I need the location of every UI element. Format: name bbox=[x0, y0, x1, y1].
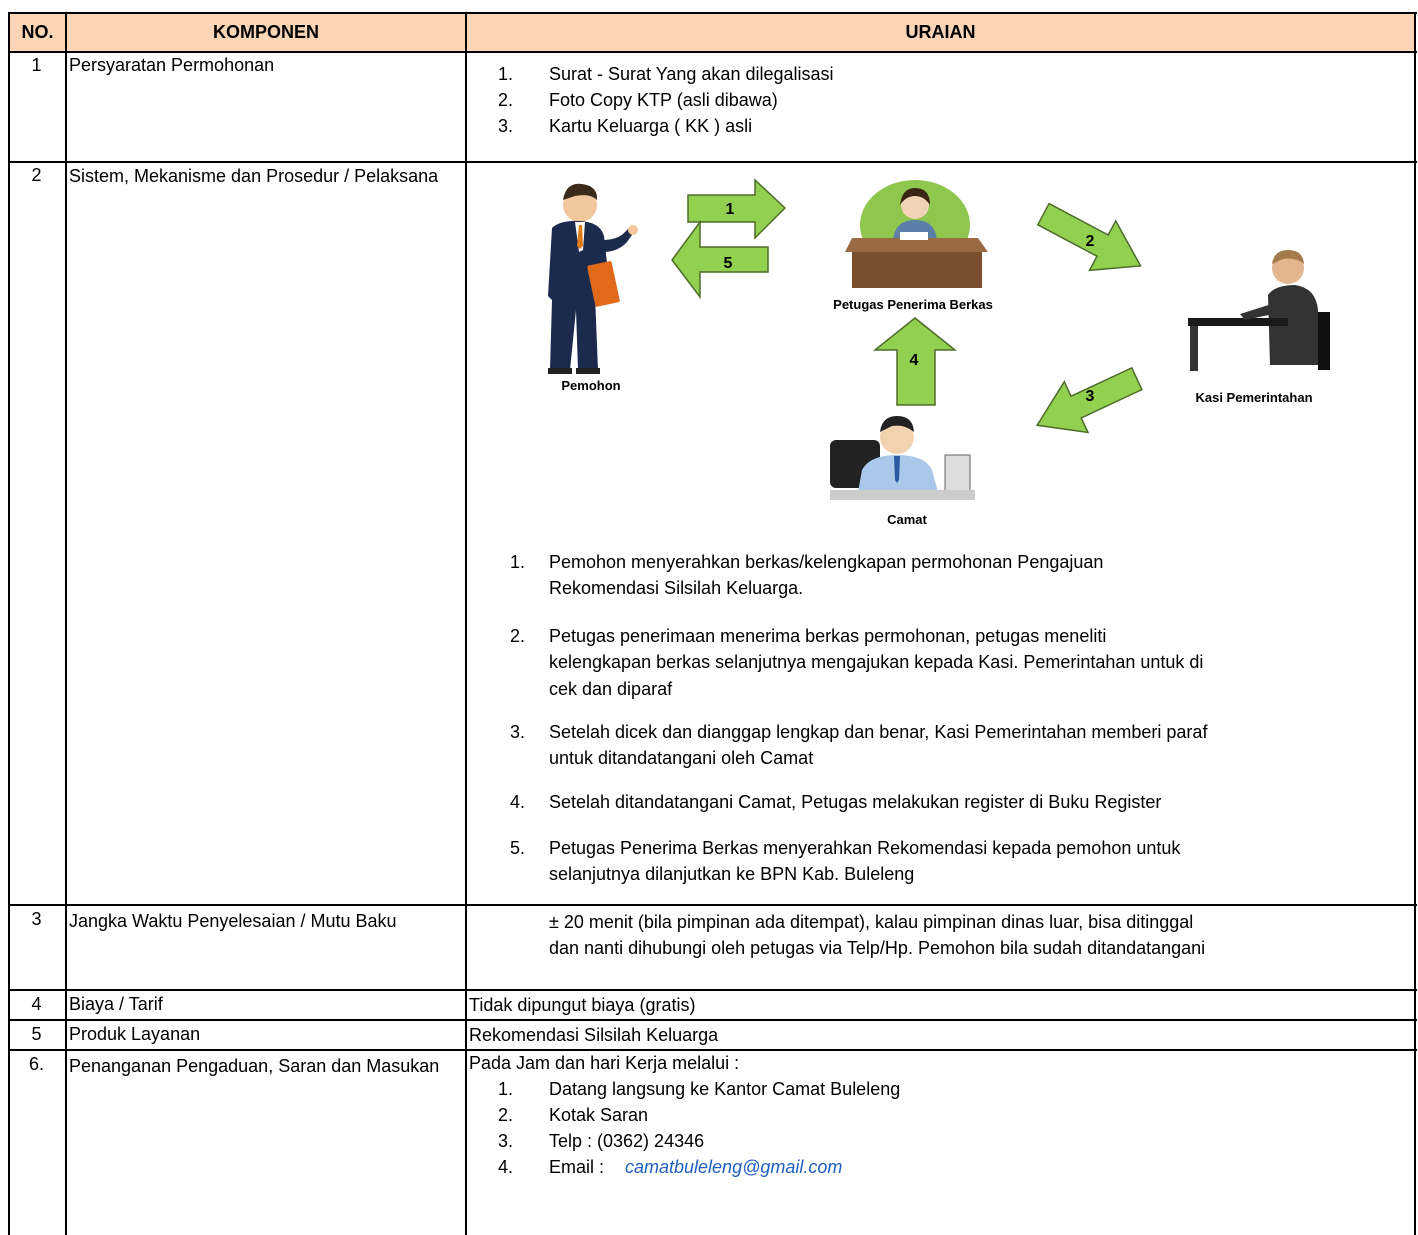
list-marker: 4. bbox=[498, 1157, 514, 1177]
component: Sistem, Mekanisme dan Prosedur / Pelaksa… bbox=[69, 166, 439, 186]
component: Produk Layanan bbox=[69, 1024, 201, 1044]
row-no: 5 bbox=[31, 1024, 42, 1044]
row-no: 1 bbox=[31, 55, 42, 75]
node-label: Petugas Penerima Berkas bbox=[833, 297, 993, 312]
list-marker: 1. bbox=[498, 64, 514, 84]
list-marker: 2. bbox=[498, 1105, 514, 1125]
arrow bbox=[671, 219, 769, 300]
step-marker: 4. bbox=[510, 792, 526, 812]
border bbox=[1414, 12, 1416, 1235]
description-intro: Pada Jam dan hari Kerja melalui : bbox=[469, 1053, 740, 1073]
border bbox=[8, 1049, 1417, 1051]
border bbox=[8, 12, 1417, 14]
list-text: Surat - Surat Yang akan dilegalisasi bbox=[549, 64, 834, 84]
component: Biaya / Tarif bbox=[69, 994, 163, 1014]
petugas-figure bbox=[845, 180, 988, 288]
component: Penanganan Pengaduan, Saran dan Masukan bbox=[69, 1056, 440, 1076]
border bbox=[465, 12, 467, 1235]
list-marker: 3. bbox=[498, 116, 514, 136]
step-line: selanjutnya dilanjutkan ke BPN Kab. Bule… bbox=[549, 864, 915, 884]
flow-diagram bbox=[548, 178, 1330, 500]
header-background bbox=[8, 12, 1415, 52]
list-text: Kotak Saran bbox=[549, 1105, 649, 1125]
step-line: Setelah dicek dan dianggap lengkap dan b… bbox=[549, 722, 1208, 742]
step-marker: 5. bbox=[510, 838, 526, 858]
step-line: Petugas penerimaan menerima berkas permo… bbox=[549, 626, 1107, 646]
border bbox=[8, 989, 1417, 991]
node-label: Camat bbox=[887, 512, 927, 527]
component: Jangka Waktu Penyelesaian / Mutu Baku bbox=[69, 911, 397, 931]
email-link[interactable]: camatbuleleng@gmail.com bbox=[625, 1157, 843, 1177]
pemohon-figure bbox=[548, 183, 638, 374]
arrow-label: 3 bbox=[1085, 388, 1095, 405]
list-text: Foto Copy KTP (asli dibawa) bbox=[549, 90, 778, 110]
row-no: 4 bbox=[31, 994, 42, 1014]
header-description: URAIAN bbox=[905, 22, 976, 42]
component: Persyaratan Permohonan bbox=[69, 55, 275, 75]
list-marker: 1. bbox=[498, 1079, 514, 1099]
list-text: Email : bbox=[549, 1157, 605, 1177]
arrow bbox=[687, 178, 787, 240]
arrow-label: 5 bbox=[723, 255, 733, 272]
step-line: kelengkapan berkas selanjutnya mengajuka… bbox=[549, 652, 1204, 672]
arrow-label: 2 bbox=[1085, 233, 1095, 250]
arrow-label: 4 bbox=[909, 352, 919, 369]
border bbox=[8, 1019, 1417, 1021]
step-line: Pemohon menyerahkan berkas/kelengkapan p… bbox=[549, 552, 1104, 572]
arrows bbox=[671, 178, 1143, 434]
arrow-label: 1 bbox=[725, 201, 735, 218]
list-text: Telp : (0362) 24346 bbox=[549, 1131, 705, 1151]
list-marker: 2. bbox=[498, 90, 514, 110]
arrow bbox=[1035, 366, 1143, 434]
border bbox=[8, 51, 1417, 53]
step-marker: 3. bbox=[510, 722, 526, 742]
list-text: Kartu Keluarga ( KK ) asli bbox=[549, 116, 753, 136]
step-line: Setelah ditandatangani Camat, Petugas me… bbox=[549, 792, 1162, 812]
list-text: Datang langsung ke Kantor Camat Buleleng bbox=[549, 1079, 901, 1099]
node-label: Pemohon bbox=[561, 378, 621, 393]
description-line: ± 20 menit (bila pimpinan ada ditempat),… bbox=[549, 912, 1194, 932]
arrow bbox=[872, 317, 958, 406]
border bbox=[8, 12, 10, 1235]
step-line: untuk ditandatangani oleh Camat bbox=[549, 748, 814, 768]
border bbox=[8, 904, 1417, 906]
list-marker: 3. bbox=[498, 1131, 514, 1151]
node-label: Kasi Pemerintahan bbox=[1195, 390, 1313, 405]
row-no: 6. bbox=[28, 1054, 44, 1074]
camat-figure bbox=[830, 416, 975, 500]
step-line: Rekomendasi Silsilah Keluarga. bbox=[549, 578, 804, 598]
kasi-figure bbox=[1188, 250, 1330, 371]
row-no: 3 bbox=[31, 909, 42, 929]
description-line: dan nanti dihubungi oleh petugas via Tel… bbox=[549, 938, 1206, 958]
arrow bbox=[1036, 202, 1142, 272]
step-line: cek dan diparaf bbox=[549, 679, 673, 699]
border bbox=[65, 12, 67, 1235]
step-marker: 2. bbox=[510, 626, 526, 646]
step-line: Petugas Penerima Berkas menyerahkan Reko… bbox=[549, 838, 1181, 858]
description: Tidak dipungut biaya (gratis) bbox=[469, 995, 696, 1015]
border bbox=[8, 161, 1417, 163]
header-no: NO. bbox=[21, 22, 54, 42]
header-component: KOMPONEN bbox=[212, 22, 319, 42]
step-marker: 1. bbox=[510, 552, 526, 572]
row-no: 2 bbox=[31, 165, 42, 185]
description: Rekomendasi Silsilah Keluarga bbox=[469, 1025, 719, 1045]
